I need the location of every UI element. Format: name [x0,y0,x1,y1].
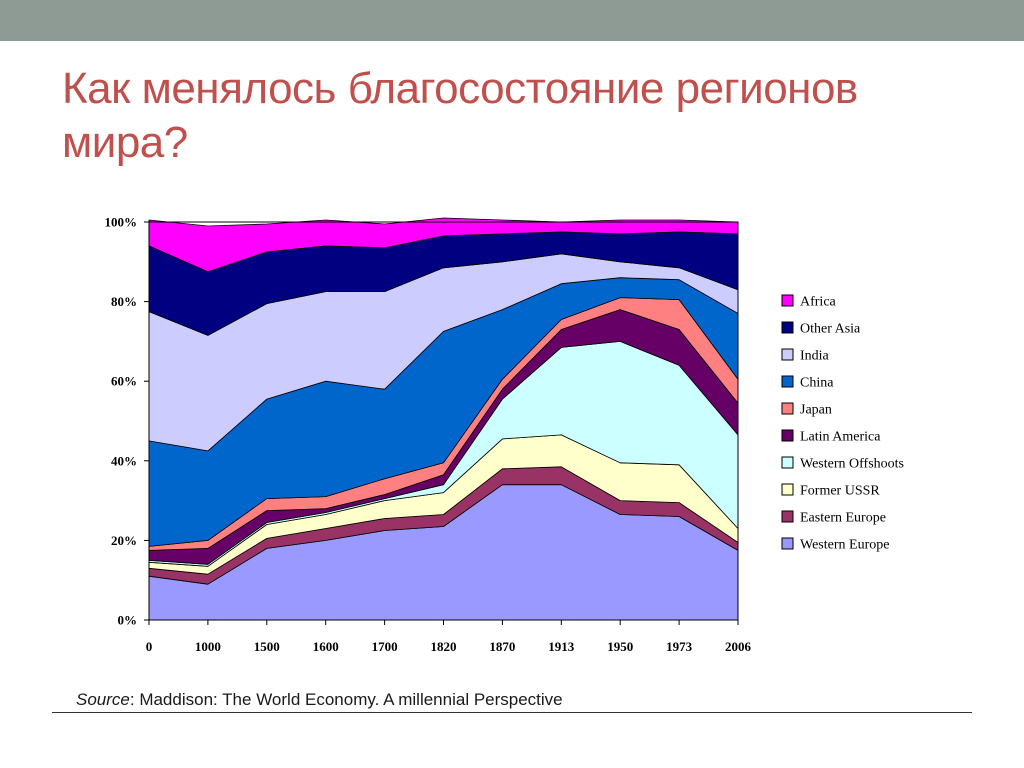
legend-label: Other Asia [800,322,861,337]
legend-label: Former USSR [800,484,880,499]
legend-swatch [781,429,794,442]
legend-swatch [781,483,794,496]
x-tick-label: 2006 [725,639,752,654]
legend-label: China [800,376,834,391]
x-tick-label: 1973 [666,639,693,654]
x-tick-label: 1600 [313,639,339,654]
slide-title: Как менялось благосостояние регионов мир… [62,64,858,167]
y-axis: 0% 20% 40% 60% 80% 100% [105,215,149,628]
top-bar [0,0,1024,41]
legend-label: Africa [800,295,837,310]
x-tick-label: 0 [146,639,153,654]
x-tick-label: 1700 [372,639,398,654]
legend-label: Western Europe [800,538,889,553]
x-tick-label: 1913 [548,639,575,654]
legend-swatch [781,510,794,523]
y-tick-label: 60% [111,374,137,389]
source-caption: Source: Maddison: The World Economy. A m… [76,690,563,710]
y-tick-label: 20% [111,533,137,548]
source-divider [52,712,972,713]
chart-areas [148,217,739,621]
legend-swatch [781,537,794,550]
legend-label: Latin America [800,430,881,445]
y-tick-label: 80% [111,294,137,309]
x-tick-label: 1500 [254,639,280,654]
legend-swatch [781,348,794,361]
x-tick-label: 1820 [431,639,457,654]
y-tick-label: 0% [118,613,138,628]
legend-swatch [781,321,794,334]
chart-legend: Africa Other Asia India China Japan Latin Ame… [781,294,904,553]
y-tick-label: 40% [111,453,137,468]
x-tick-label: 1870 [489,639,515,654]
x-tick-label: 1950 [607,639,633,654]
x-axis: 0 1000 1500 1600 1700 1820 1870 1913 1950 1973 200… [146,620,752,654]
x-tick-label: 1000 [195,639,221,654]
legend-label: India [800,349,830,364]
legend-label: Eastern Europe [800,511,886,526]
stacked-area-chart: 0% 20% 40% 60% 80% 100% 0 1000 1500 1600 1700 1820… [105,215,905,655]
source-label: Source [76,690,130,709]
legend-swatch [781,375,794,388]
source-text: : Maddison: The World Economy. A millenn… [129,690,563,709]
legend-swatch [781,402,794,415]
legend-label: Western Offshoots [800,457,904,472]
y-tick-label: 100% [105,215,138,230]
legend-swatch [781,456,794,469]
legend-swatch [781,294,794,307]
legend-label: Japan [800,403,832,418]
